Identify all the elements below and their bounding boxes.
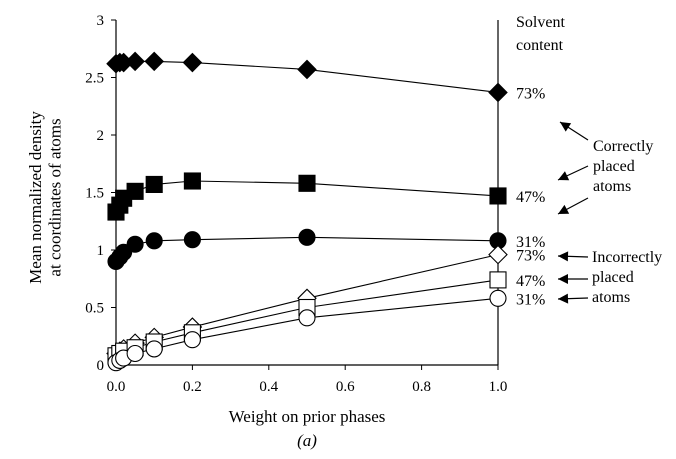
data-point-correct-square — [298, 174, 316, 192]
data-point-incorrect-circle — [126, 344, 144, 363]
data-point-correct-diamond — [182, 52, 203, 73]
data-point-incorrect-circle — [298, 309, 316, 327]
label-correctly-placed: atoms — [593, 178, 631, 195]
figure-caption: (a) — [297, 431, 317, 450]
data-point-correct-square — [126, 182, 144, 200]
series-label-correct-square: 47% — [516, 189, 545, 206]
y-tick-label: 3 — [97, 13, 105, 29]
data-point-incorrect-diamond — [488, 244, 508, 265]
data-point-incorrect-square — [489, 271, 507, 289]
y-tick-label: 2 — [97, 128, 105, 144]
data-point-incorrect-circle — [145, 340, 163, 358]
annotation-arrow — [557, 165, 589, 181]
annotation-arrow — [557, 293, 589, 304]
label-incorrectly-placed: Incorrectly — [592, 249, 662, 266]
data-point-correct-square — [145, 175, 163, 193]
y-tick-label: 2.5 — [85, 71, 104, 87]
x-tick-label: 0.4 — [259, 379, 278, 395]
annotation-arrow — [557, 197, 589, 215]
y-axis-label: Mean normalized densityat coordinates of… — [26, 111, 65, 284]
series-label-correct-circle: 31% — [516, 234, 545, 251]
annotation-arrow — [559, 121, 589, 141]
y-tick-label: 0.5 — [85, 301, 104, 317]
series-label-incorrect-square: 47% — [516, 273, 545, 290]
data-point-correct-circle — [126, 235, 144, 253]
label-correctly-placed: Correctly — [593, 138, 653, 155]
x-tick-label: 0.2 — [183, 379, 202, 395]
x-tick-label: 1.0 — [489, 379, 508, 395]
x-tick-label: 0.6 — [336, 379, 355, 395]
y-tick-label: 1.5 — [85, 186, 104, 202]
data-point-correct-diamond — [297, 59, 317, 80]
label-incorrectly-placed: atoms — [592, 289, 630, 306]
data-point-incorrect-circle — [489, 289, 507, 307]
data-point-correct-diamond — [488, 82, 508, 103]
x-axis-label: Weight on prior phases — [229, 407, 386, 426]
x-tick-label: 0.8 — [412, 379, 431, 395]
data-point-correct-circle — [183, 231, 201, 249]
legend-title: content — [516, 37, 564, 54]
y-tick-label: 0 — [97, 358, 105, 374]
series-label-correct-diamond: 73% — [516, 85, 545, 102]
data-point-correct-square — [183, 172, 201, 190]
x-tick-label: 0.0 — [107, 379, 126, 395]
annotation-arrow — [558, 274, 588, 284]
legend-title: Solvent — [516, 14, 565, 31]
y-tick-label: 1 — [97, 243, 105, 259]
data-point-correct-diamond — [144, 51, 164, 72]
label-correctly-placed: placed — [593, 158, 635, 175]
data-point-correct-diamond — [125, 51, 145, 72]
data-point-correct-circle — [298, 228, 316, 246]
label-incorrectly-placed: placed — [592, 269, 634, 286]
data-point-correct-circle — [145, 232, 163, 250]
annotation-arrow — [557, 251, 589, 262]
series-label-incorrect-circle: 31% — [516, 291, 545, 308]
series-label-incorrect-diamond: 73% — [516, 248, 545, 265]
data-point-incorrect-circle — [183, 331, 201, 349]
data-point-correct-square — [489, 187, 507, 205]
